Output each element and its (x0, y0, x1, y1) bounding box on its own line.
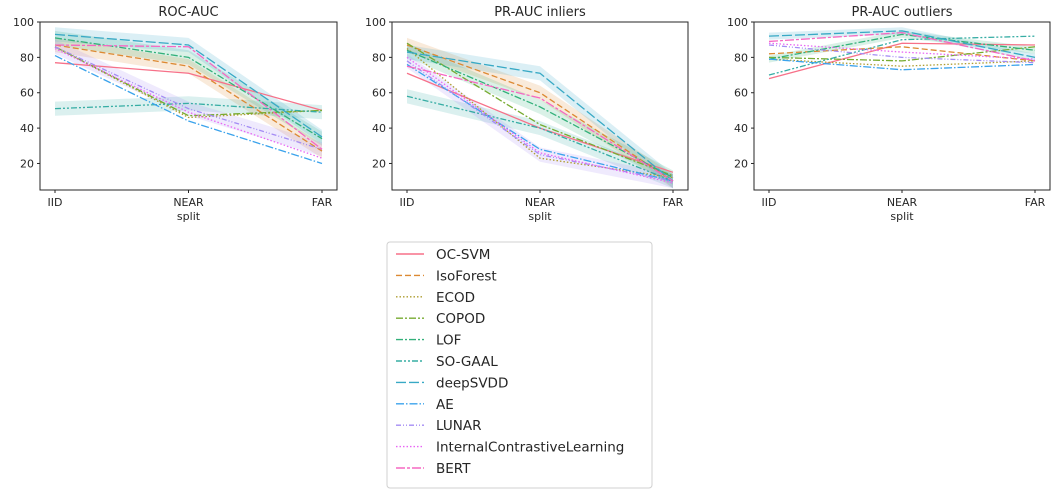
band-isoforest (55, 37, 322, 159)
line-lunar (406, 60, 674, 182)
legend-item-label: SO-GAAL (436, 354, 498, 370)
x-tick-label: FAR (1025, 196, 1046, 209)
y-tick-label: 20 (734, 157, 748, 170)
x-axis-label: split (177, 210, 201, 223)
y-tick-label: 100 (365, 16, 386, 29)
legend-item-label: OC-SVM (436, 247, 490, 263)
chart-title: ROC-AUC (158, 5, 218, 20)
panel-1: ROC-AUC 20 40 60 80 100 IID NEAR FAR split (13, 5, 338, 223)
line-lof (768, 33, 1036, 60)
x-tick-label: IID (400, 196, 415, 209)
x-tick-label: IID (762, 196, 777, 209)
band-lunar (55, 39, 322, 157)
line-bert (768, 31, 1036, 62)
line-so-gaal (54, 102, 323, 113)
band-so-gaal (407, 89, 673, 189)
y-tick-label: 20 (20, 157, 34, 170)
x-tick-label: FAR (312, 196, 333, 209)
x-axis-label: split (890, 210, 914, 223)
line-oc-svm (54, 62, 323, 112)
chart-title: PR-AUC inliers (494, 5, 586, 20)
y-tick-label: 100 (13, 16, 34, 29)
x-tick-label: IID (48, 196, 63, 209)
line-ecod (768, 58, 1036, 67)
legend-box (386, 241, 653, 489)
legend-item-label: deepSVDD (436, 375, 508, 391)
line-lof (54, 37, 323, 140)
line-ae (54, 55, 323, 165)
legend-item-label: COPOD (436, 311, 485, 327)
line-ae (768, 58, 1036, 71)
legend-item-label: AE (436, 397, 454, 413)
line-ecod (406, 48, 674, 179)
line-copod (406, 42, 674, 177)
y-tick-label: 60 (734, 87, 748, 100)
y-tick-label: 80 (20, 51, 34, 64)
legend-item-label: LOF (436, 333, 461, 349)
y-tick-label: 60 (20, 87, 34, 100)
band-lof (407, 43, 673, 185)
legend-item-label: InternalContrastiveLearning (436, 440, 624, 456)
x-tick-label: NEAR (887, 196, 918, 209)
panel-2: PR-AUC inliers 20 40 60 80 100 IID NEAR FAR split (365, 5, 689, 223)
line-copod (768, 46, 1036, 62)
y-tick-label: 100 (727, 16, 748, 29)
y-tick-label: 80 (734, 51, 748, 64)
line-lunar (768, 44, 1036, 64)
line-internalcontrastivelearning (54, 47, 323, 159)
y-tick-label: 40 (20, 122, 34, 135)
legend-item-label: IsoForest (436, 268, 497, 284)
line-isoforest (54, 44, 323, 152)
line-deepsvdd (768, 30, 1036, 59)
y-tick-label: 40 (734, 122, 748, 135)
y-tick-label: 60 (372, 87, 386, 100)
y-tick-label: 40 (372, 122, 386, 135)
line-so-gaal (406, 95, 674, 182)
band-deepsvdd (769, 27, 1035, 61)
legend-item-label: ECOD (436, 290, 475, 306)
y-tick-label: 20 (372, 157, 386, 170)
line-lunar (54, 46, 323, 150)
line-ae (406, 63, 674, 182)
x-tick-label: FAR (663, 196, 684, 209)
panel-3: PR-AUC outliers 20 40 60 80 100 IID NEAR FAR spli… (727, 5, 1051, 223)
band-isoforest (407, 37, 673, 189)
x-tick-label: NEAR (173, 196, 204, 209)
line-bert (406, 65, 674, 182)
line-bert (54, 44, 323, 150)
band-deepsvdd (55, 27, 322, 145)
y-tick-label: 80 (372, 51, 386, 64)
legend: OC-SVM IsoForest ECOD COPOD LOF SO-GAAL deepSV… (386, 241, 653, 489)
chart-title: PR-AUC outliers (852, 5, 953, 20)
legend-item-label: BERT (436, 461, 471, 477)
x-axis-label: split (528, 210, 552, 223)
line-isoforest (406, 44, 674, 182)
line-deepsvdd (54, 33, 323, 138)
line-internalcontrastivelearning (768, 42, 1036, 60)
x-tick-label: NEAR (525, 196, 556, 209)
legend-item-label: LUNAR (436, 418, 481, 434)
line-deepsvdd (406, 51, 674, 182)
